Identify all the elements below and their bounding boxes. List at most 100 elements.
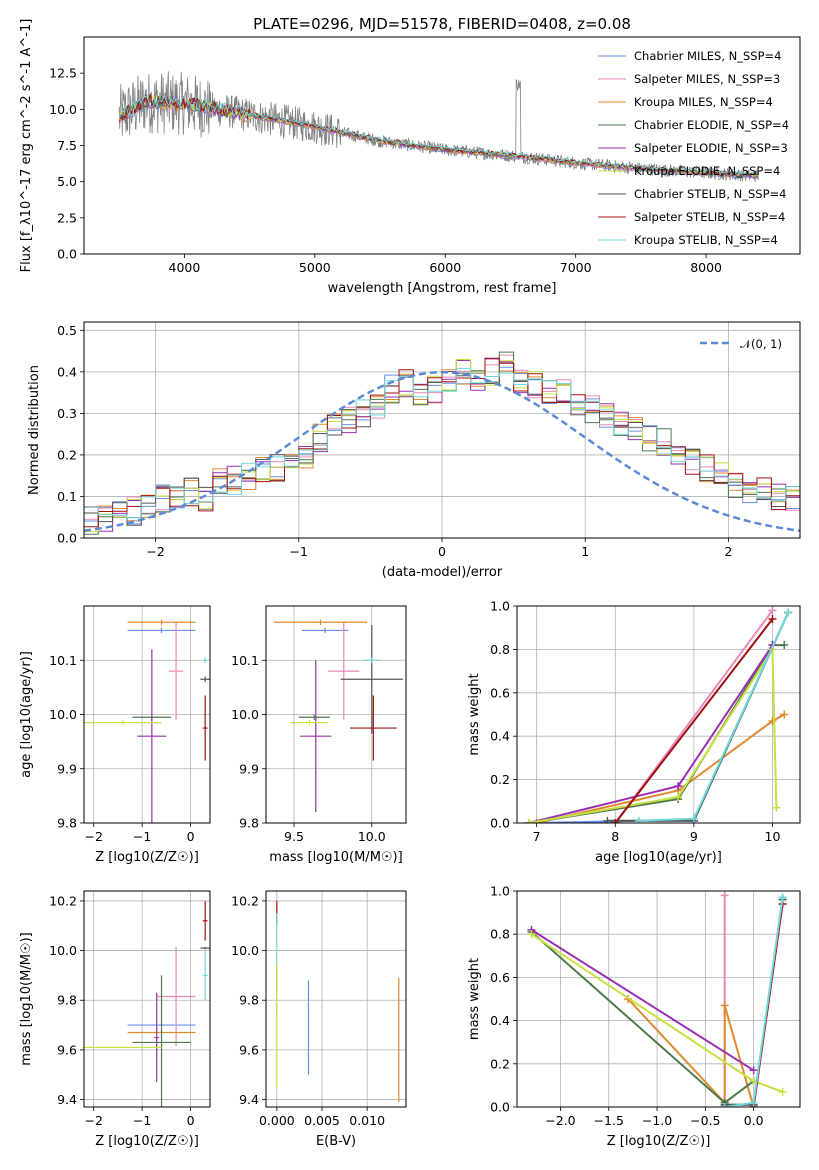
y-tick-label: 9.8	[239, 993, 259, 1008]
histogram-salpeter-elodie	[84, 358, 800, 532]
mass_weight_vs_age-ylabel: mass weight	[467, 673, 482, 755]
errorbar-kroupa-stelib	[202, 950, 208, 1001]
y-tick-label: 0.4	[490, 1013, 510, 1028]
y-tick-label: 9.6	[57, 1042, 77, 1057]
x-tick-label: 0	[187, 1113, 195, 1128]
mass_weight_vs_age-plot-area	[524, 606, 793, 823]
y-tick-label: 10.0	[49, 943, 77, 958]
mass_vs_ebv-panel: 0.000 0.005 0.010 9.4 9.6 9.8 10.0 10.2 E(B-V)	[231, 890, 407, 1149]
weight-marker	[720, 1103, 729, 1107]
errorbar-salpeter-stelib	[202, 900, 208, 941]
weight-series-chabrier-elodie	[524, 641, 789, 823]
weight-line	[528, 646, 778, 823]
weight-line	[530, 931, 755, 1104]
errorbar-kroupa-elodie	[290, 719, 329, 726]
legend-label: Salpeter ELODIE, N_SSP=3	[634, 141, 788, 155]
weight-marker	[749, 1098, 758, 1107]
mass_weight_vs_Z-ylabel: mass weight	[467, 958, 482, 1040]
y-tick-label: 0.3	[57, 406, 77, 421]
weight-series-kroupa-stelib	[634, 608, 793, 823]
mass_vs_Z-panel: −2 −1 0 9.4 9.6 9.8 10.0 10.2 Z [log10(Z/Z☉)] mas…	[19, 890, 211, 1149]
mass_weight_vs_age-xlabel: age [log10(age/yr)]	[595, 850, 722, 865]
age_vs_mass-axes: 9.5 10.0 9.8 9.9 10.0 10.1 mass [log10(M/M☉)]	[231, 605, 407, 865]
weight-series-salpeter-elodie	[524, 641, 777, 823]
errorbar-kroupa-miles	[127, 619, 196, 625]
x-tick-label: −2.0	[545, 1113, 575, 1128]
mass_weight_vs_age-panel: 7 8 9 10 0.0 0.2 0.4 0.6 0.8 1.0 age [log10(age/yr…	[467, 599, 801, 865]
weight-marker	[674, 782, 683, 791]
y-tick-label: 10.2	[49, 893, 77, 908]
y-tick-label: 7.5	[57, 138, 77, 153]
weight-marker	[674, 792, 683, 801]
x-tick-label: 0.000	[259, 1113, 295, 1128]
y-tick-label: 10.0	[49, 102, 77, 117]
x-tick-label: 6000	[429, 260, 461, 275]
weight-marker	[611, 819, 620, 823]
mass_vs_Z-ylabel: mass [log10(M/M☉)]	[19, 932, 34, 1065]
y-tick-label: 9.8	[57, 816, 77, 831]
mass_weight_vs_Z-axes: −2.0 −1.5 −1.0 −0.5 0.0 0.0 0.2 0.4 0.6 0.8 1.0 Z […	[467, 884, 801, 1149]
y-tick-label: 9.9	[239, 761, 259, 776]
x-tick-label: 8	[611, 829, 619, 844]
mass_vs_Z-axes: −2 −1 0 9.4 9.6 9.8 10.0 10.2 Z [log10(Z/Z☉)] mas…	[19, 890, 211, 1149]
y-tick-label: 12.5	[49, 66, 77, 81]
errorbar-salpeter-miles	[168, 622, 184, 720]
y-tick-label: 1.0	[490, 599, 510, 614]
y-tick-label: 0.4	[490, 729, 510, 744]
y-tick-label: 0.2	[490, 772, 510, 787]
weight-marker	[780, 710, 789, 719]
y-tick-label: 0.1	[57, 489, 77, 504]
legend-label: Kroupa STELIB, N_SSP=4	[634, 233, 778, 247]
y-tick-label: 9.4	[57, 1092, 77, 1107]
y-tick-label: 0.2	[57, 447, 77, 462]
weight-series-kroupa-stelib	[720, 893, 787, 1107]
weight-marker	[689, 814, 698, 823]
x-tick-label: 0	[438, 544, 446, 559]
y-tick-label: 10.0	[231, 707, 259, 722]
y-tick-label: 10.2	[231, 893, 259, 908]
weight-line	[536, 713, 785, 823]
residuals-frame	[83, 321, 801, 539]
histogram-chabrier-elodie	[84, 351, 800, 535]
x-tick-label: 7000	[560, 260, 592, 275]
y-tick-label: 2.5	[57, 210, 77, 225]
errorbar-salpeter-stelib	[202, 695, 208, 761]
y-tick-label: 9.6	[239, 1042, 259, 1057]
weight-marker	[768, 615, 777, 624]
normal-curve	[84, 371, 800, 532]
y-tick-label: 10.1	[231, 653, 259, 668]
errorbar-chabrier-stelib	[200, 676, 210, 682]
spectrum-ylabel: Flux [f_λ10^-17 erg cm^-2 s^-1 A^-1]	[19, 19, 34, 273]
mass_weight_vs_age-frame	[516, 605, 801, 824]
weight-line	[627, 998, 755, 1107]
y-tick-label: 9.8	[239, 816, 259, 831]
y-tick-label: 0.0	[490, 816, 510, 831]
age_vs_mass-xlabel: mass [log10(M/M☉)]	[269, 850, 402, 865]
x-tick-label: 10	[765, 829, 781, 844]
x-tick-label: 5000	[299, 260, 331, 275]
mass_weight_vs_Z-frame	[516, 890, 801, 1108]
x-tick-label: 7	[533, 829, 541, 844]
y-tick-label: 5.0	[57, 174, 77, 189]
weight-marker	[720, 891, 729, 900]
errorbar-kroupa-miles	[273, 619, 368, 625]
legend-label: Chabrier STELIB, N_SSP=4	[634, 187, 786, 201]
residuals-xlabel: (data-model)/error	[382, 565, 503, 580]
y-tick-label: 0.4	[57, 364, 77, 379]
age_vs_Z-ylabel: age [log10(age/yr)]	[19, 651, 34, 778]
mass_weight_vs_Z-plot-area	[527, 891, 787, 1107]
weight-series-kroupa-miles	[532, 710, 789, 823]
weight-series-salpeter-stelib	[611, 615, 777, 823]
mass_vs_Z-xlabel: Z [log10(Z/Z☉)]	[95, 1134, 199, 1149]
x-tick-label: −1	[290, 544, 308, 559]
mass_vs_ebv-plot-area	[276, 900, 400, 1103]
model-spectrum-kroupa-stelib	[118, 93, 758, 177]
x-tick-label: 0	[187, 829, 195, 844]
mass_vs_ebv-frame	[265, 890, 407, 1108]
x-tick-label: 1	[581, 544, 589, 559]
mass_weight_vs_Z-xlabel: Z [log10(Z/Z☉)]	[607, 1134, 711, 1149]
histogram-kroupa-miles	[84, 369, 800, 522]
x-tick-label: −2	[84, 1113, 102, 1128]
x-tick-label: −2	[146, 544, 164, 559]
